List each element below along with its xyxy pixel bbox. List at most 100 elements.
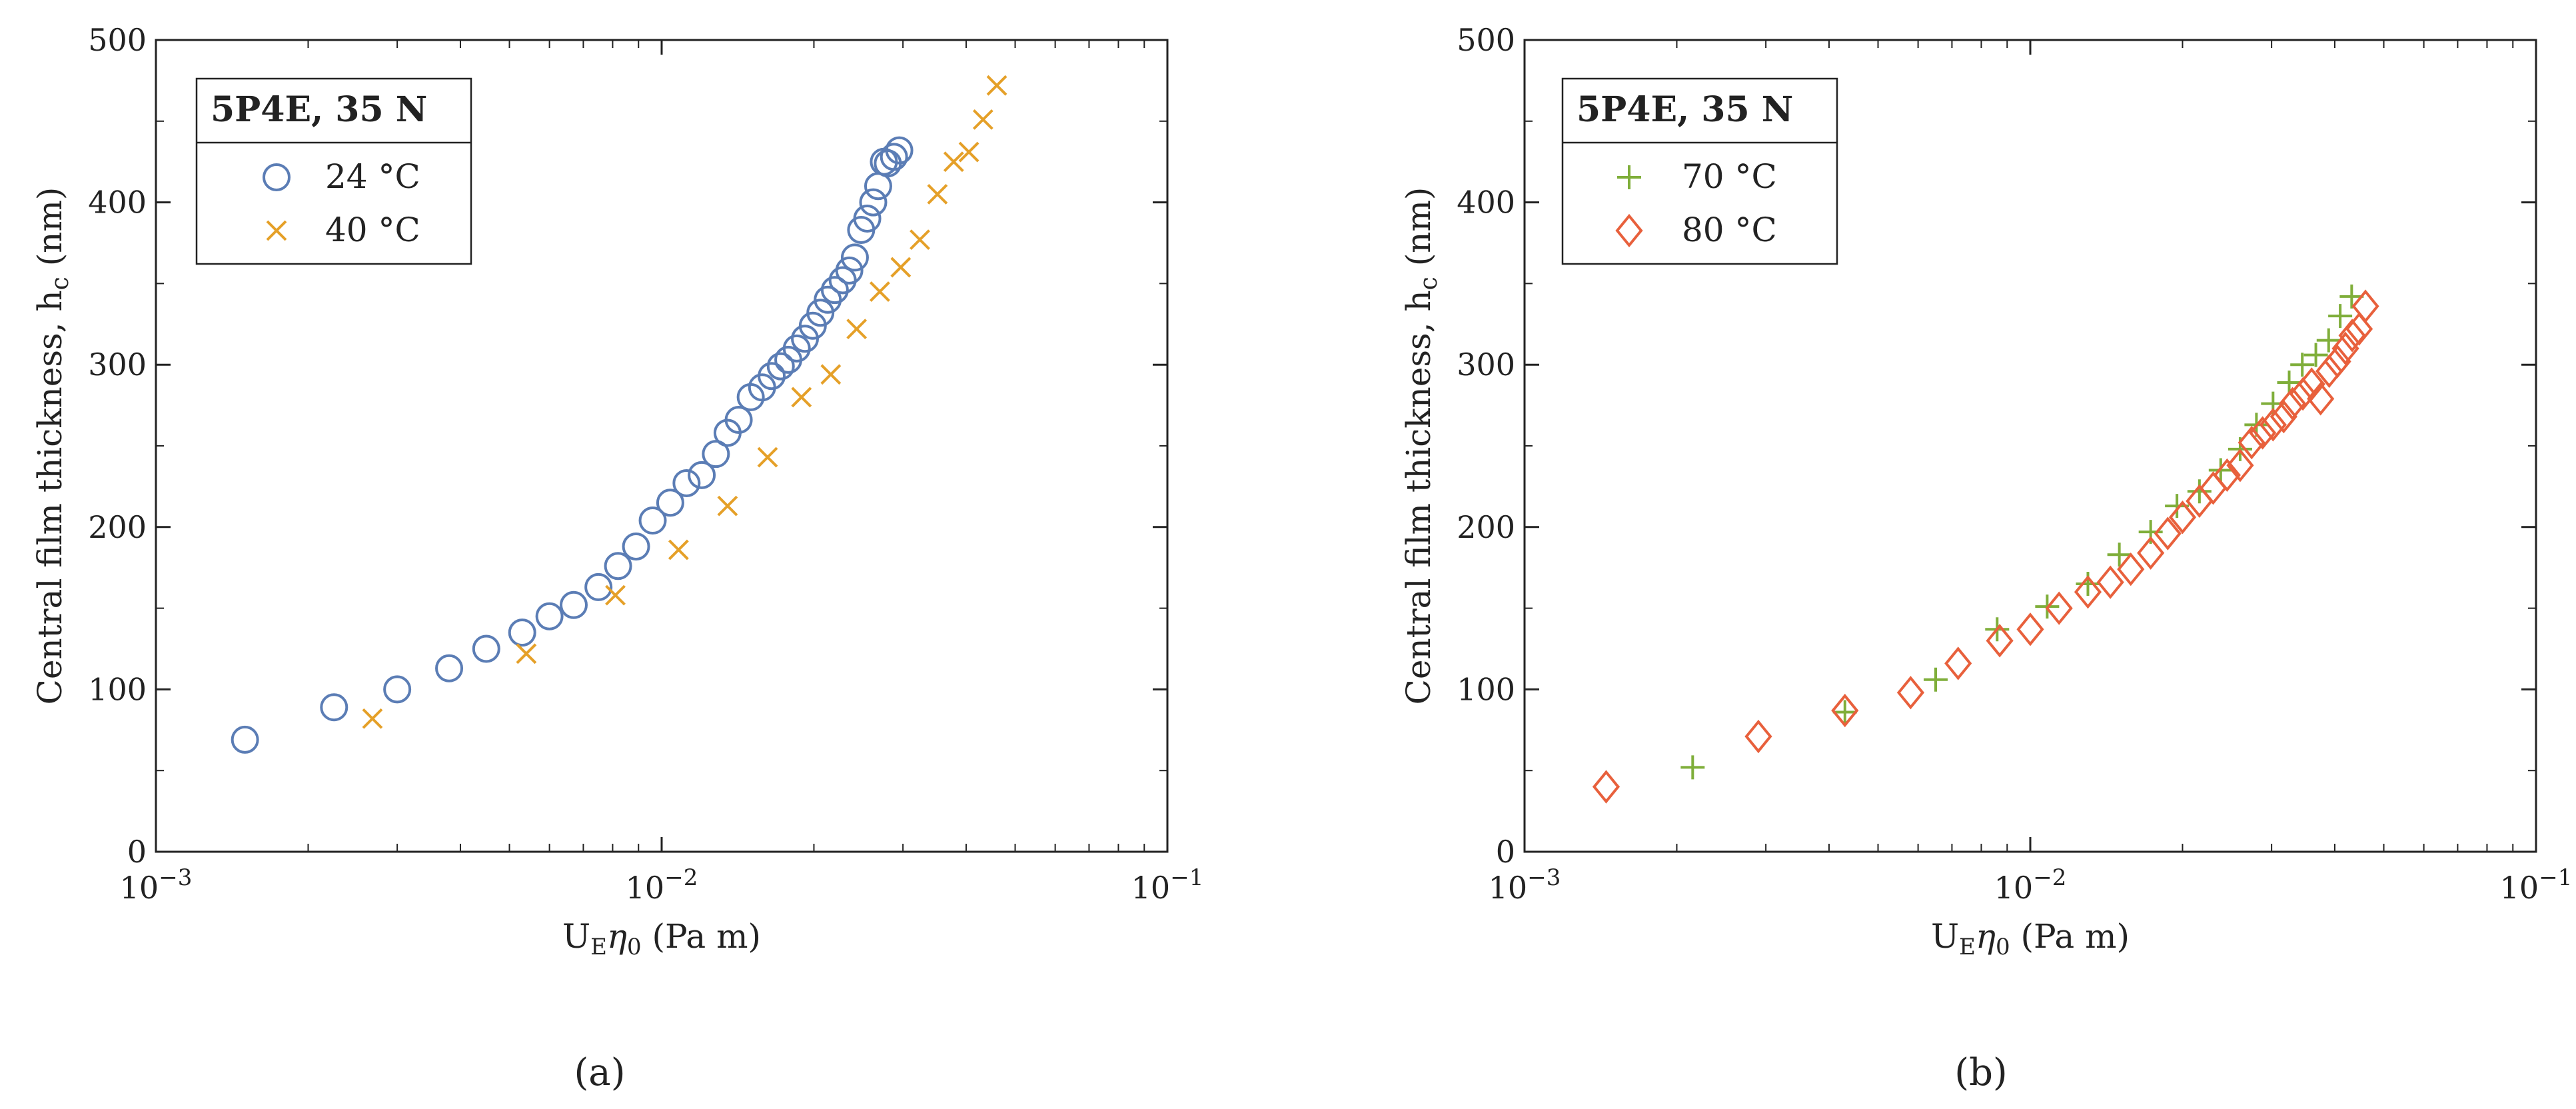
legend-marker-24c (263, 163, 291, 191)
y-tick-label: 0 (1496, 834, 1515, 870)
x-axis-title: UEη0 (Pa m) (562, 917, 761, 960)
legend-marker-80c (1615, 213, 1643, 248)
legend-box (1561, 77, 1838, 265)
data-point-plus (2303, 343, 2328, 367)
data-point-circle (880, 143, 908, 171)
data-point-diamond (1831, 693, 1859, 728)
data-point-diamond (1592, 770, 1620, 804)
data-point-diamond (2249, 416, 2277, 450)
data-point-diamond (2345, 312, 2373, 346)
data-point-diamond (2315, 354, 2343, 389)
data-point-x (516, 643, 537, 664)
data-point-circle (688, 461, 716, 489)
data-point-plus (2316, 328, 2341, 353)
panel-label: (a) (574, 1051, 625, 1094)
legend-marker-40c (266, 220, 287, 241)
data-point-circle (535, 602, 564, 630)
data-point-circle (622, 533, 650, 561)
data-point-x (869, 281, 890, 302)
legend-marker-70c (1617, 165, 1641, 189)
data-marks (231, 75, 1007, 754)
data-point-x (846, 319, 868, 340)
x-tick-label: 10−2 (1994, 864, 2067, 906)
data-point-plus (2328, 304, 2353, 329)
x-tick-label: 10−2 (626, 864, 698, 906)
y-tick-label: 400 (1457, 185, 1515, 221)
y-tick-label: 300 (1457, 347, 1515, 383)
panel-b: 10−3 10−2 10−1 0 100 200 300 400 500 Central fil… (1399, 22, 2572, 1094)
data-point-plus (2290, 353, 2315, 377)
data-point-diamond (2259, 408, 2287, 442)
data-point-diamond (2289, 377, 2317, 411)
data-point-diamond (2307, 382, 2335, 416)
data-point-circle (672, 469, 701, 498)
x-tick-label: 10−1 (1131, 864, 1204, 906)
data-point-diamond (2154, 517, 2182, 551)
data-point-circle (782, 334, 811, 363)
x-axis-title: UEη0 (Pa m) (1931, 917, 2130, 960)
data-point-plus (2339, 284, 2364, 309)
data-point-circle (820, 276, 849, 305)
data-point-diamond (2269, 399, 2297, 434)
data-point-x (958, 141, 979, 163)
legend-label-80c: 80 °C (1682, 211, 1777, 249)
data-point-diamond (2074, 575, 2102, 609)
data-point-x (927, 184, 948, 205)
data-point-circle (656, 489, 684, 517)
data-point-plus (2187, 479, 2212, 504)
data-point-circle (559, 590, 588, 619)
data-point-x (757, 447, 778, 468)
data-point-diamond (1744, 719, 1772, 754)
y-tick-label: 300 (88, 347, 147, 383)
data-point-x (605, 584, 626, 606)
data-point-circle (383, 675, 412, 704)
data-point-diamond (2168, 501, 2197, 535)
y-tick-label: 0 (127, 834, 147, 870)
data-point-diamond (2226, 449, 2254, 483)
data-point-plus (2107, 543, 2132, 567)
data-point-circle (724, 406, 753, 435)
data-point-circle (835, 256, 864, 285)
data-point-diamond (2323, 345, 2351, 379)
data-point-circle (859, 188, 888, 217)
data-point-circle (472, 634, 500, 663)
y-tick-label: 200 (1457, 509, 1515, 545)
data-point-diamond (2331, 331, 2359, 365)
data-point-diamond (2213, 458, 2241, 493)
data-point-diamond (2238, 425, 2265, 460)
data-point-plus (1680, 755, 1705, 780)
data-point-diamond (2096, 565, 2124, 599)
legend: 5P4E, 35 N 24 °C 40 °C (195, 77, 472, 265)
y-tick-label: 100 (88, 671, 147, 707)
data-point-diamond (1896, 676, 1925, 710)
data-point-plus (2277, 370, 2301, 395)
data-point-x (943, 151, 964, 173)
legend: 5P4E, 35 N 70 °C 80 °C (1561, 77, 1838, 265)
data-point-diamond (2045, 591, 2073, 625)
data-point-x (362, 708, 383, 729)
data-point-circle (806, 299, 835, 327)
legend-title: 5P4E, 35 N (211, 89, 427, 130)
data-point-circle (766, 352, 795, 381)
data-point-circle (508, 618, 536, 647)
data-point-diamond (2338, 319, 2366, 353)
y-tick-label: 400 (88, 185, 147, 221)
data-point-diamond (2278, 387, 2307, 421)
data-point-x (890, 257, 912, 278)
data-point-diamond (1986, 624, 2014, 658)
legend-title: 5P4E, 35 N (1577, 89, 1793, 130)
panel-a: 10−3 10−2 10−1 0 100 200 300 400 500 Central fil… (31, 22, 1203, 1094)
y-tick-label: 100 (1457, 671, 1515, 707)
data-point-circle (638, 507, 667, 535)
data-point-diamond (2297, 367, 2325, 401)
data-point-x (668, 539, 689, 560)
data-point-x (986, 75, 1007, 96)
x-tick-label: 10−1 (2500, 864, 2573, 906)
y-tick-label: 200 (88, 509, 147, 545)
x-tick-label: 10−3 (1489, 864, 1561, 906)
y-axis-title: Central film thickness, hc (nm) (1399, 187, 1443, 705)
data-point-diamond (2351, 289, 2379, 323)
legend-box (195, 77, 472, 265)
data-point-circle (853, 204, 882, 233)
data-point-diamond (1944, 646, 1972, 680)
